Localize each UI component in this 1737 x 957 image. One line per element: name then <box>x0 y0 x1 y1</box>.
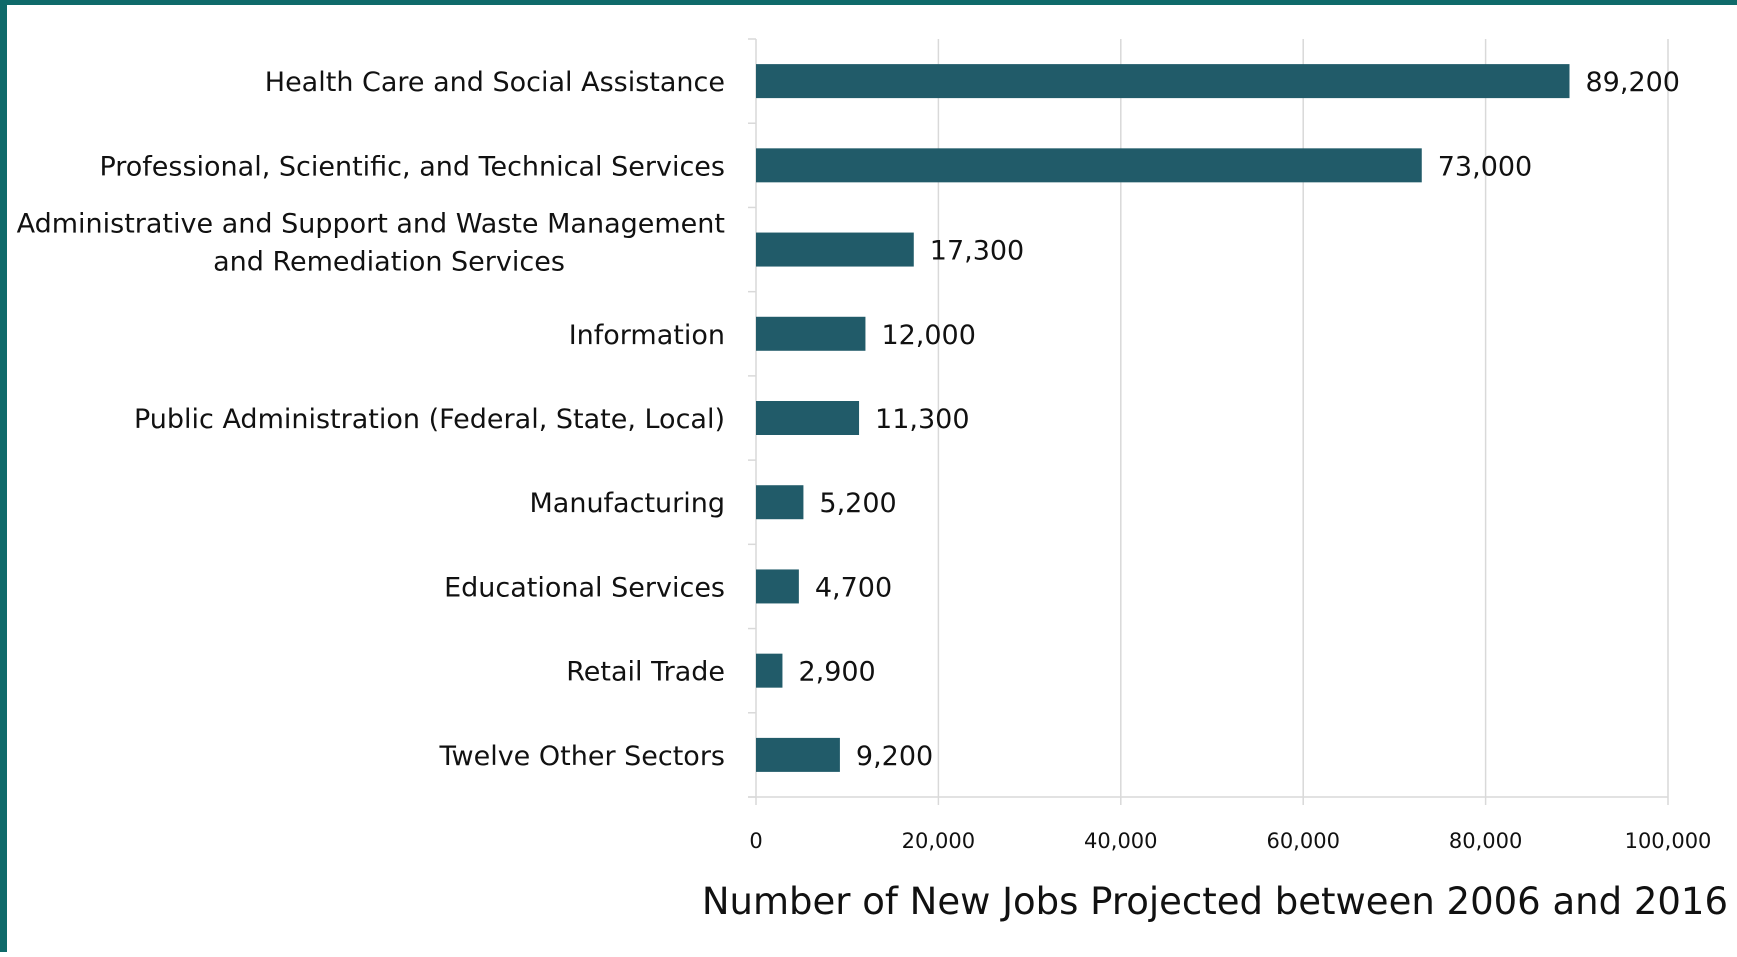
bar <box>756 485 804 520</box>
bar <box>756 737 840 772</box>
data-label: 73,000 <box>1438 151 1532 182</box>
category-label: Twelve Other Sectors <box>438 741 725 772</box>
data-label: 9,200 <box>856 741 933 772</box>
bar-chart: Health Care and Social Assistance Profess… <box>17 38 1728 923</box>
category-label: Educational Services <box>444 572 725 603</box>
category-label: Retail Trade <box>566 657 725 688</box>
category-label: Administrative and Support and Waste Man… <box>17 209 725 240</box>
category-label: Health Care and Social Assistance <box>265 67 725 98</box>
category-label: Information <box>569 320 725 351</box>
x-axis-title: Number of New Jobs Projected between 200… <box>702 880 1728 923</box>
category-label: Manufacturing <box>529 488 725 519</box>
bar <box>756 316 866 351</box>
value-labels: 89,200 73,000 17,300 12,000 11,300 5,200 4,700… <box>798 67 1680 772</box>
bar <box>756 64 1570 99</box>
data-label: 2,900 <box>798 657 875 688</box>
data-label: 89,200 <box>1586 67 1680 98</box>
bar <box>756 401 860 435</box>
bar <box>756 148 1422 183</box>
bar <box>756 232 914 267</box>
category-label: Public Administration (Federal, State, L… <box>134 404 725 435</box>
category-labels: Health Care and Social Assistance Profess… <box>17 67 725 772</box>
tick-label: 80,000 <box>1449 829 1522 853</box>
data-label: 12,000 <box>881 320 975 351</box>
tick-label: 60,000 <box>1266 829 1339 853</box>
bar <box>756 653 783 688</box>
tick-label: 40,000 <box>1084 829 1157 853</box>
data-label: 17,300 <box>930 236 1024 267</box>
tick-label: 20,000 <box>902 829 975 853</box>
category-label: and Remediation Services <box>213 247 565 278</box>
tick-label: 100,000 <box>1625 829 1712 853</box>
data-label: 5,200 <box>819 488 896 519</box>
data-label: 4,700 <box>815 572 892 603</box>
bars <box>756 64 1570 772</box>
data-label: 11,300 <box>875 404 969 435</box>
tick-label: 0 <box>749 829 762 853</box>
bar <box>756 569 799 604</box>
category-label: Professional, Scientific, and Technical … <box>99 151 725 182</box>
x-axis-ticks: 0 20,000 40,000 60,000 80,000 100,000 <box>749 829 1711 853</box>
